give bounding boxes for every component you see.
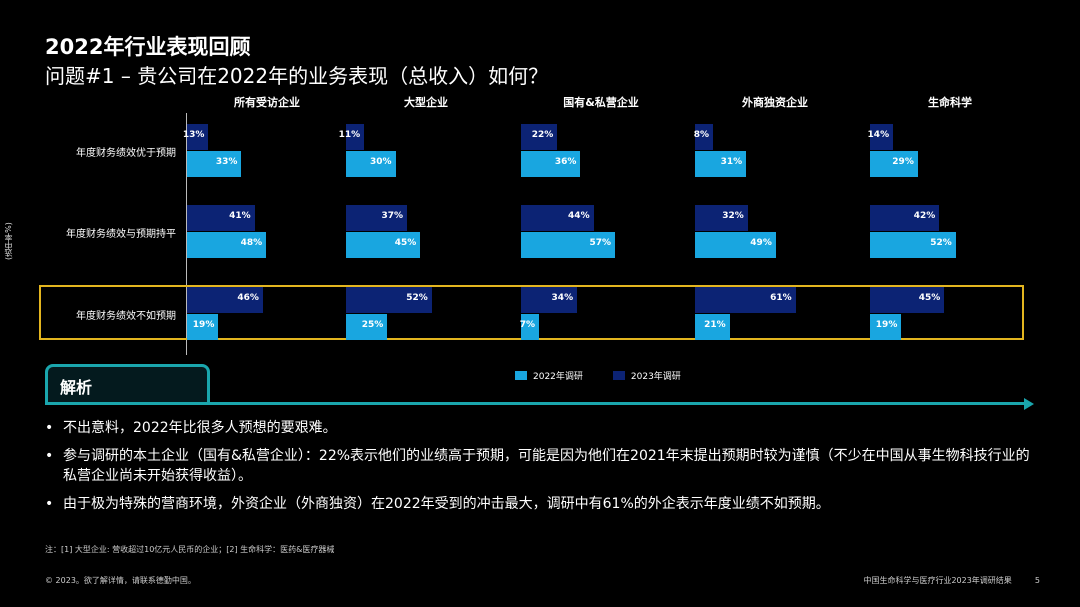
- arrow-right-icon: [1024, 398, 1034, 410]
- bar-value-label: 33%: [215, 157, 238, 167]
- bar-value-label: 25%: [361, 320, 384, 330]
- bar-value-label: 19%: [192, 320, 215, 330]
- column-header: 国有&私营企业: [563, 96, 639, 109]
- analysis-bullet-text: 不出意料，2022年比很多人预想的要艰难。: [63, 420, 337, 436]
- bar-value-label: 57%: [589, 238, 612, 248]
- bar-value-label: 46%: [237, 293, 259, 303]
- bar-value-label: 36%: [554, 157, 577, 167]
- bar-2022: 19%: [870, 314, 902, 340]
- bar-2023: 14%: [867, 124, 894, 150]
- bar-value-label: 8%: [693, 130, 709, 140]
- bar-2022: 52%: [870, 232, 956, 258]
- bar-value-label: 41%: [229, 211, 251, 221]
- bar-value-label: 29%: [892, 157, 914, 167]
- slide-title: 2022年行业表现回顾: [45, 35, 251, 59]
- bar-2022: 57%: [521, 232, 616, 258]
- copyright: © 2023。欲了解详情，请联系德勤中国。: [45, 576, 196, 585]
- bar-2022: 36%: [521, 151, 581, 177]
- bar-2022: 48%: [187, 232, 267, 258]
- analysis-heading: 解析: [60, 378, 93, 397]
- bar-2022: 31%: [695, 151, 747, 177]
- row-label: 年度财务绩效优于预期: [76, 148, 176, 159]
- bar-2022: 49%: [695, 232, 776, 258]
- bar-value-label: 52%: [406, 293, 428, 303]
- column-header: 外商独资企业: [742, 96, 808, 109]
- bar-2022: 29%: [870, 151, 918, 177]
- bar-value-label: 37%: [381, 211, 404, 221]
- bar-value-label: 31%: [720, 157, 743, 167]
- bar-2023: 13%: [183, 124, 209, 150]
- bar-value-label: 11%: [338, 130, 361, 140]
- bar-2023: 46%: [187, 287, 263, 313]
- bar-2023: 22%: [521, 124, 558, 150]
- analysis-bullet: • 不出意料，2022年比很多人预想的要艰难。: [45, 418, 1035, 438]
- bar-2023: 37%: [346, 205, 408, 231]
- bar-2023: 8%: [693, 124, 713, 150]
- bullet-icon: •: [45, 420, 54, 436]
- bullet-icon: •: [45, 496, 54, 512]
- bar-2023: 42%: [870, 205, 940, 231]
- report-title: 中国生命科学与医疗行业2023年调研结果: [863, 576, 1012, 585]
- footnote: 注：[1] 大型企业: 营收超过10亿元人民币的企业；[2] 生命科学：医药&医…: [45, 545, 335, 554]
- bar-value-label: 34%: [551, 293, 574, 303]
- bar-value-label: 61%: [770, 293, 792, 303]
- column-header: 生命科学: [928, 96, 972, 109]
- bar-2022: 25%: [346, 314, 388, 340]
- bar-value-label: 14%: [867, 130, 890, 140]
- row-label: 年度财务绩效与预期持平: [66, 229, 176, 240]
- analysis-tab: [45, 364, 210, 402]
- legend-swatch-2022: [515, 371, 527, 380]
- bullet-icon: •: [45, 448, 54, 464]
- legend-label-2022: 2022年调研: [533, 372, 583, 382]
- bar-2023: 45%: [870, 287, 945, 313]
- page-number: 5: [1034, 576, 1040, 585]
- bar-value-label: 13%: [182, 130, 205, 140]
- bar-2022: 45%: [346, 232, 421, 258]
- bar-2023: 61%: [695, 287, 796, 313]
- bar-value-label: 52%: [930, 238, 952, 248]
- bar-2023: 44%: [521, 205, 594, 231]
- bar-2022: 19%: [187, 314, 219, 340]
- column-header: 大型企业: [404, 96, 448, 109]
- analysis-bullet: • 由于极为特殊的营商环境，外资企业（外商独资）在2022年受到的冲击最大，调研…: [45, 494, 1035, 514]
- row-label: 年度财务绩效不如预期: [76, 311, 176, 322]
- bar-value-label: 19%: [875, 320, 898, 330]
- bar-value-label: 44%: [568, 211, 590, 221]
- bar-value-label: 32%: [722, 211, 744, 221]
- bar-2022: 33%: [187, 151, 242, 177]
- bar-value-label: 30%: [369, 157, 392, 167]
- bar-2023: 32%: [695, 205, 748, 231]
- bar-2023: 34%: [521, 287, 578, 313]
- bar-value-label: 21%: [704, 320, 726, 330]
- bar-2023: 41%: [187, 205, 255, 231]
- bar-value-label: 42%: [913, 211, 936, 221]
- chart-legend: 2022年调研 2023年调研: [515, 369, 681, 382]
- column-header: 所有受访企业: [234, 96, 300, 109]
- bar-value-label: 7%: [519, 320, 535, 330]
- bar-value-label: 49%: [750, 238, 772, 248]
- analysis-divider: [45, 402, 1030, 405]
- legend-label-2023: 2023年调研: [630, 372, 681, 382]
- analysis-bullet: • 参与调研的本土企业（国有&私营企业）：22%表示他们的业绩高于预期，可能是因…: [45, 446, 1035, 486]
- legend-item-2022: 2022年调研: [515, 369, 583, 382]
- footer-report-title: 中国生命科学与医疗行业2023年调研结果 5: [780, 575, 1040, 586]
- analysis-bullet-text: 参与调研的本土企业（国有&私营企业）：22%表示他们的业绩高于预期，可能是因为他…: [63, 448, 1030, 484]
- analysis-bullet-text: 由于极为特殊的营商环境，外资企业（外商独资）在2022年受到的冲击最大，调研中有…: [63, 496, 830, 512]
- bar-value-label: 45%: [394, 238, 417, 248]
- legend-item-2023: 2023年调研: [612, 369, 681, 382]
- bar-2022: 7%: [519, 314, 539, 340]
- bar-value-label: 45%: [918, 293, 941, 303]
- bar-2023: 52%: [346, 287, 432, 313]
- chart-axis-line: [186, 113, 187, 355]
- bar-2023: 11%: [339, 124, 365, 150]
- bar-2022: 21%: [695, 314, 730, 340]
- slide-subtitle: 问题#1 – 贵公司在2022年的业务表现（总收入）如何？: [45, 64, 549, 88]
- legend-swatch-2023: [612, 371, 625, 380]
- bar-value-label: 22%: [531, 130, 554, 140]
- bar-2022: 30%: [346, 151, 396, 177]
- bar-value-label: 48%: [240, 238, 263, 248]
